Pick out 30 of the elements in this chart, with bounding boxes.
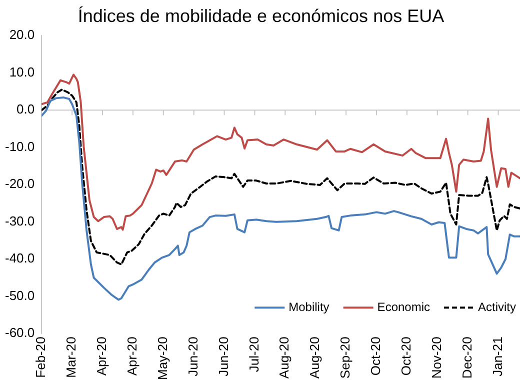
x-tick-label: Jun-20 — [185, 336, 200, 376]
x-tick-label: Dec-20 — [459, 336, 474, 379]
legend-label: Activity — [478, 300, 516, 314]
y-tick-label: -60.0 — [4, 325, 35, 340]
x-tick-label: Aug-20 — [276, 336, 292, 379]
x-tick-label: Feb-20 — [33, 336, 48, 378]
y-tick-label: -50.0 — [4, 288, 35, 303]
x-tick-label: Apr-20 — [124, 336, 140, 376]
legend-label: Economic — [377, 300, 430, 314]
y-tick-label: -40.0 — [4, 250, 35, 266]
x-tick-label: Jan-21 — [490, 336, 505, 376]
y-tick-label: 20.0 — [9, 27, 35, 42]
x-tick-label: Jun-20 — [216, 336, 231, 376]
x-tick-label: Nov-20 — [428, 336, 444, 379]
x-tick-label: May-20 — [154, 336, 170, 380]
x-tick-label: Aug-20 — [307, 336, 322, 379]
x-tick-label: Oct-20 — [398, 336, 414, 376]
y-tick-label: 0.0 — [16, 102, 35, 117]
line-series — [42, 88, 520, 266]
x-tick-label: Sep-20 — [338, 336, 353, 379]
x-tick-label: Oct-20 — [368, 336, 384, 376]
chart-title: Índices de mobilidade e económicos nos EUA — [78, 6, 444, 26]
x-tick-label: Jul-20 — [246, 336, 262, 372]
legend-label: Mobility — [288, 300, 330, 314]
y-tick-label: -20.0 — [4, 176, 35, 192]
x-tick-label: Apr-20 — [94, 336, 110, 376]
y-tick-label: -10.0 — [4, 138, 35, 154]
y-tick-label: 10.0 — [9, 64, 35, 80]
y-tick-label: -30.0 — [4, 213, 35, 228]
x-tick-label: Mar-20 — [64, 336, 79, 378]
